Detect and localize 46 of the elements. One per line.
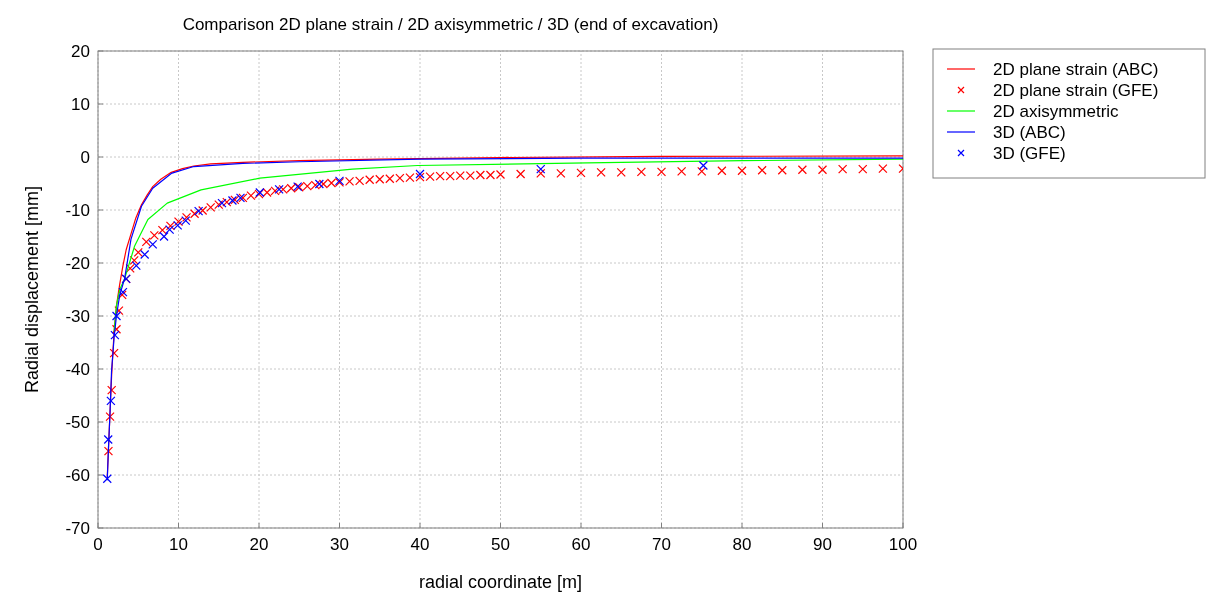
point bbox=[111, 311, 122, 321]
legend-label: 2D plane strain (ABC) bbox=[993, 60, 1159, 79]
point bbox=[159, 231, 169, 242]
x-tick-label: 0 bbox=[93, 535, 103, 554]
y-tick-label: 0 bbox=[80, 148, 90, 167]
x-tick-label: 80 bbox=[732, 535, 752, 554]
y-tick-label: -70 bbox=[65, 519, 90, 538]
y-tick-label: -60 bbox=[65, 466, 90, 485]
point bbox=[102, 474, 112, 484]
y-tick-label: -20 bbox=[65, 254, 90, 273]
legend-label: 2D plane strain (GFE) bbox=[993, 81, 1159, 100]
chart-title: Comparison 2D plane strain / 2D axisymmetric / 3D (end of excavation) bbox=[182, 15, 719, 34]
point bbox=[698, 160, 708, 171]
x-tick-label: 20 bbox=[249, 535, 269, 554]
legend-label: 2D axisymmetric bbox=[993, 102, 1120, 121]
point bbox=[181, 216, 191, 226]
point bbox=[131, 261, 141, 271]
legend-label: 3D (GFE) bbox=[993, 144, 1066, 163]
point bbox=[314, 179, 324, 189]
y-axis-title: Radial displacement [mm] bbox=[22, 185, 42, 394]
point bbox=[274, 184, 284, 194]
x-tick-label: 90 bbox=[813, 535, 832, 554]
point bbox=[536, 164, 546, 174]
y-tick-label: -50 bbox=[65, 413, 90, 432]
point bbox=[103, 434, 113, 445]
legend-label: 3D (ABC) bbox=[993, 123, 1066, 142]
x-tick-label: 10 bbox=[169, 535, 188, 554]
point bbox=[194, 206, 204, 216]
x-tick-label: 70 bbox=[652, 535, 671, 554]
point bbox=[140, 249, 150, 260]
y-tick-label: 20 bbox=[71, 42, 90, 61]
point bbox=[106, 396, 116, 406]
x-tick-label: 30 bbox=[330, 535, 349, 554]
point bbox=[165, 225, 175, 235]
y-tick-label: -30 bbox=[65, 307, 90, 326]
y-tick-label: -10 bbox=[65, 201, 90, 220]
point bbox=[148, 239, 158, 250]
point bbox=[110, 330, 120, 340]
line-series bbox=[113, 158, 903, 333]
y-tick-label: -40 bbox=[65, 360, 90, 379]
x-tick-label: 60 bbox=[571, 535, 591, 554]
x-tick-label: 40 bbox=[410, 535, 430, 554]
x-tick-label: 50 bbox=[491, 535, 510, 554]
x-tick-label: 100 bbox=[888, 535, 918, 554]
y-tick-label: 10 bbox=[71, 95, 90, 114]
x-axis-title: radial coordinate [m] bbox=[418, 572, 583, 592]
